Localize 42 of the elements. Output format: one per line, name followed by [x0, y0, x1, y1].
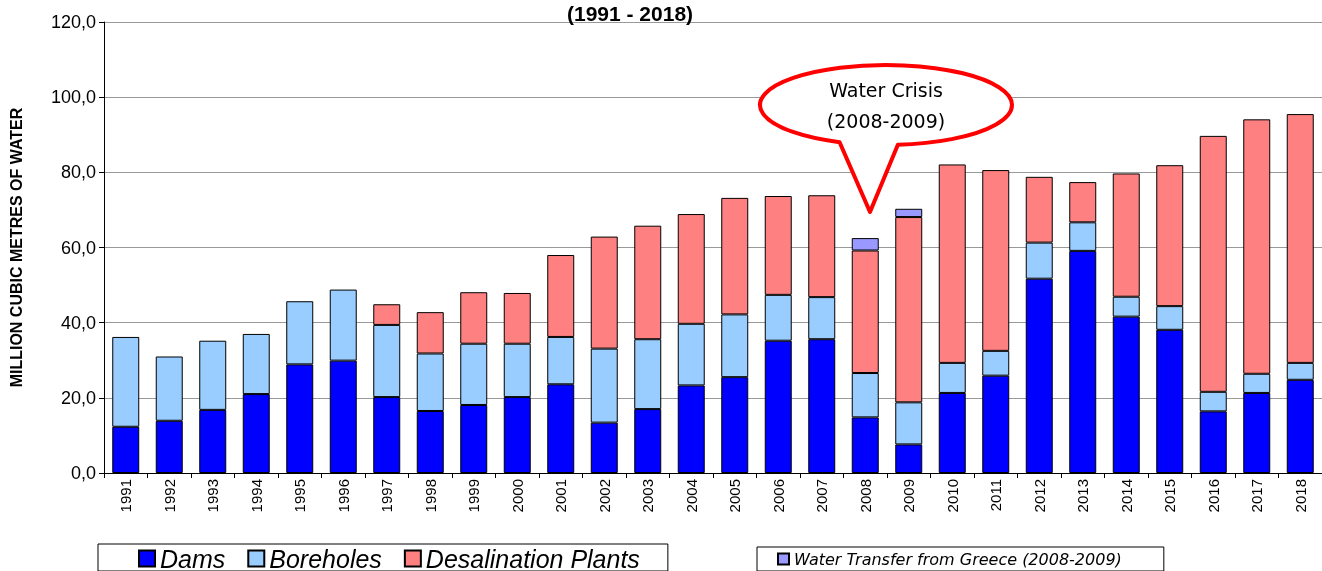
x-tick-label: 1996: [334, 479, 352, 513]
y-tick-label: 100,0: [50, 87, 96, 108]
x-tick-label: 2001: [552, 479, 570, 513]
x-tick-label: 2008: [856, 479, 874, 513]
x-tick-label: 2016: [1204, 479, 1222, 513]
y-tick-label: 40,0: [60, 312, 96, 333]
x-tick-label: 1999: [465, 479, 483, 513]
legend-label: Desalination Plants: [425, 544, 640, 571]
x-tick-label: 1997: [378, 479, 396, 513]
x-tick-label: 2012: [1030, 479, 1048, 513]
x-tick-label: 1994: [247, 479, 265, 513]
x-tick-label: 2011: [987, 479, 1005, 512]
x-tick-label: 2006: [769, 479, 787, 513]
x-tick-label: 2004: [682, 479, 700, 513]
x-tick-label: 2000: [508, 479, 526, 513]
y-tick-label: 0,0: [70, 463, 96, 483]
y-axis-title: MILLION CUBIC METRES OF WATER: [7, 107, 25, 388]
x-tick-label: 2003: [639, 479, 657, 513]
x-tick-label: 2007: [813, 479, 831, 513]
x-tick-label: 2009: [900, 479, 918, 513]
x-tick-label: 1995: [291, 479, 309, 513]
x-tick-label: 2005: [726, 479, 744, 513]
y-tick-label: 60,0: [60, 237, 96, 258]
x-tick-label: 2017: [1248, 479, 1266, 513]
chart-title: (1991 - 2018): [567, 2, 694, 25]
x-tick-label: 1991: [117, 479, 135, 513]
x-tick-label: 2013: [1074, 479, 1092, 513]
legend-label: Boreholes: [269, 544, 382, 571]
y-tick-label: 80,0: [60, 162, 96, 183]
x-tick-label: 2010: [943, 479, 961, 513]
annotation: Water Crisis (2008-2009): [826, 78, 946, 132]
x-tick-label: 2015: [1161, 479, 1179, 513]
x-tick-label: 2018: [1291, 479, 1309, 513]
x-tick-label: 1998: [421, 479, 439, 513]
legend-label: Dams: [160, 544, 226, 571]
x-tick-label: 2002: [595, 479, 613, 513]
legend-label: Water Transfer from Greece (2008-2009): [794, 549, 1122, 569]
x-tick-label: 1993: [204, 479, 222, 513]
y-tick-label: 120,0: [50, 12, 96, 32]
x-tick-label: 1992: [160, 479, 178, 513]
x-tick-label: 2014: [1117, 479, 1135, 513]
y-tick-label: 20,0: [60, 387, 96, 408]
